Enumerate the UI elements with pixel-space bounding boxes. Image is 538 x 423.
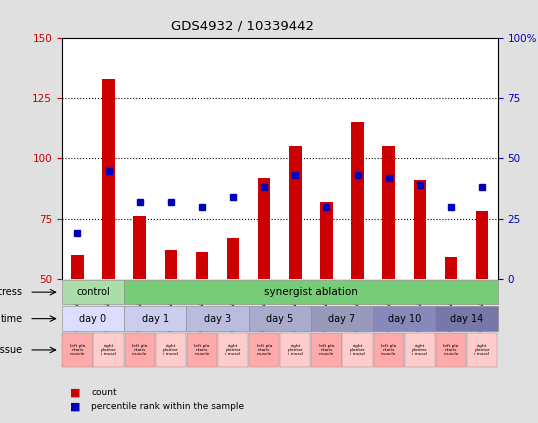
Bar [218,333,248,367]
Text: left pla
ntaris
muscle: left pla ntaris muscle [70,343,85,356]
Text: synergist ablation: synergist ablation [264,287,358,297]
Text: right
plantar
i muscl: right plantar i muscl [163,343,179,356]
Bar [320,202,332,279]
Text: right
plantar
i muscl: right plantar i muscl [288,343,303,356]
Bar [258,178,271,279]
Bar [405,333,435,367]
Bar [373,306,435,331]
Bar [312,333,342,367]
Text: ■: ■ [70,402,81,412]
Bar [249,306,311,331]
Bar [165,250,177,279]
Bar [124,280,498,304]
Bar [351,122,364,279]
Text: left pla
ntaris
muscle: left pla ntaris muscle [318,343,334,356]
Bar [311,306,373,331]
Bar [343,333,373,367]
Text: left pla
ntaris
muscle: left pla ntaris muscle [381,343,397,356]
Bar [227,238,239,279]
Text: left pla
ntaris
muscle: left pla ntaris muscle [257,343,272,356]
Bar [186,306,249,331]
Text: day 0: day 0 [80,313,107,324]
Text: day 3: day 3 [204,313,231,324]
Bar [102,79,115,279]
Bar [155,333,186,367]
Bar [414,180,426,279]
Text: count: count [91,388,117,397]
Bar [62,306,124,331]
Bar [467,333,497,367]
Bar [436,333,466,367]
Bar [133,216,146,279]
Bar [249,333,279,367]
Text: right
plantar
i muscl: right plantar i muscl [101,343,116,356]
Text: stress: stress [0,287,23,297]
Text: left pla
ntaris
muscle: left pla ntaris muscle [132,343,147,356]
Text: left pla
ntaris
muscle: left pla ntaris muscle [443,343,459,356]
Bar [383,146,395,279]
Text: right
plantar
i muscl: right plantar i muscl [350,343,365,356]
Text: GDS4932 / 10339442: GDS4932 / 10339442 [171,19,314,32]
Text: day 5: day 5 [266,313,293,324]
Text: right
plantar
i muscl: right plantar i muscl [412,343,428,356]
Text: day 10: day 10 [388,313,421,324]
Bar [62,333,93,367]
Text: right
plantar
i muscl: right plantar i muscl [475,343,490,356]
Bar [445,257,457,279]
Text: ■: ■ [70,387,81,398]
Text: control: control [76,287,110,297]
Bar [125,333,155,367]
Bar [196,253,208,279]
Bar [280,333,310,367]
Text: day 14: day 14 [450,313,483,324]
Bar [435,306,498,331]
Bar [373,333,404,367]
Text: right
plantar
i muscl: right plantar i muscl [225,343,241,356]
Bar [62,280,124,304]
Text: day 7: day 7 [328,313,356,324]
Bar [476,212,489,279]
Text: time: time [1,313,23,324]
Bar [124,306,186,331]
Bar [94,333,124,367]
Bar [187,333,217,367]
Text: tissue: tissue [0,345,23,355]
Text: day 1: day 1 [141,313,169,324]
Text: left pla
ntaris
muscle: left pla ntaris muscle [194,343,210,356]
Bar [71,255,84,279]
Text: percentile rank within the sample: percentile rank within the sample [91,402,245,412]
Bar [289,146,301,279]
